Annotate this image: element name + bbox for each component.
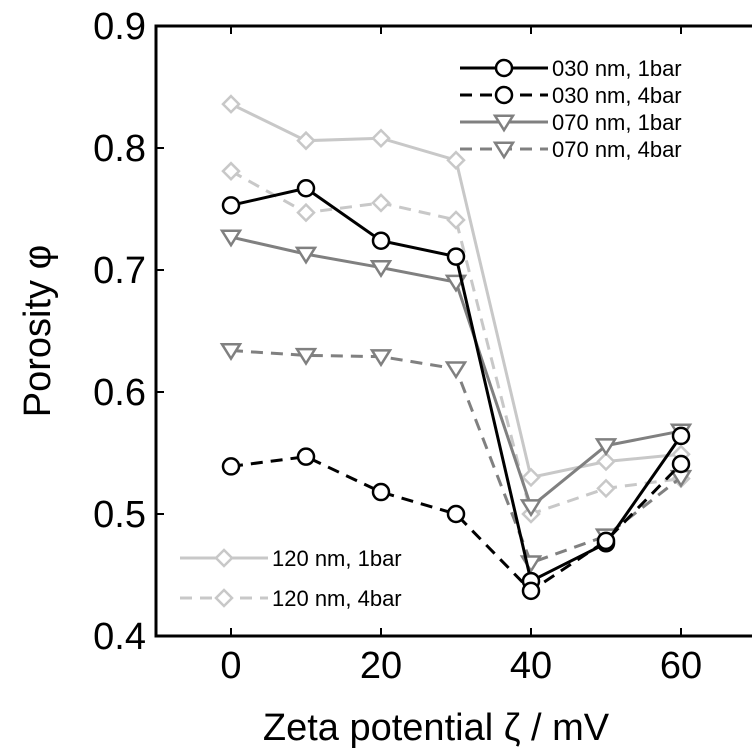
y-tick-label: 0.9 <box>93 6 146 48</box>
legend-entry: 120 nm, 4bar <box>180 586 402 611</box>
data-point <box>371 193 391 213</box>
y-tick-label: 0.6 <box>93 372 146 414</box>
data-point <box>519 499 543 518</box>
data-point <box>296 179 316 198</box>
data-point <box>371 231 391 250</box>
data-point <box>219 342 243 361</box>
legend-swatch-marker <box>492 141 516 160</box>
legend-swatch-marker <box>494 85 514 105</box>
data-point <box>369 260 393 279</box>
legend-swatch-marker <box>214 548 234 568</box>
data-point <box>446 504 466 524</box>
data-point <box>446 210 466 230</box>
legend-swatch-marker <box>214 588 234 608</box>
legend-label: 120 nm, 1bar <box>272 546 402 571</box>
series-layer <box>219 94 693 601</box>
plot-frame <box>154 24 752 638</box>
y-tick-label: 0.7 <box>93 250 146 292</box>
tick-layer: 0 20 40 60 0.4 0.5 0.6 0.7 0.8 0.9 <box>93 6 702 687</box>
series-4 <box>221 94 691 488</box>
data-point <box>371 482 391 502</box>
data-point <box>671 426 691 446</box>
data-point <box>521 581 541 601</box>
legend-swatch-marker <box>494 58 514 78</box>
y-axis-label: Porosity φ <box>17 245 59 417</box>
legend-entry: 120 nm, 1bar <box>180 546 402 571</box>
x-tick-label: 20 <box>360 645 402 687</box>
legend-label: 030 nm, 1bar <box>552 56 682 81</box>
data-point <box>221 94 241 114</box>
data-point <box>594 438 618 457</box>
legend-label: 070 nm, 4bar <box>552 137 682 162</box>
legend-label: 070 nm, 1bar <box>552 110 682 135</box>
data-point <box>296 130 316 151</box>
data-point <box>596 478 616 499</box>
x-tick-label: 40 <box>510 645 552 687</box>
x-axis-label: Zeta potential ζ / mV <box>263 707 610 749</box>
legend-entry: 070 nm, 4bar <box>460 137 682 162</box>
legend-entry: 030 nm, 4bar <box>460 83 682 108</box>
data-point <box>296 447 316 466</box>
legend-entry: 070 nm, 1bar <box>460 110 682 135</box>
data-point <box>219 229 243 248</box>
data-point <box>221 457 241 476</box>
y-tick-label: 0.8 <box>93 128 146 170</box>
data-point <box>371 128 391 149</box>
data-point <box>446 247 466 266</box>
series-2 <box>219 229 693 518</box>
legend-entry: 030 nm, 1bar <box>460 56 682 81</box>
data-point <box>221 161 241 181</box>
y-tick-label: 0.4 <box>93 616 146 658</box>
legend-label: 030 nm, 4bar <box>552 83 682 108</box>
y-tick-label: 0.5 <box>93 494 146 536</box>
x-tick-label: 0 <box>220 645 241 687</box>
data-point <box>294 246 318 265</box>
legend-swatch-marker <box>492 114 516 133</box>
data-point <box>596 531 616 551</box>
data-point <box>671 454 691 474</box>
data-point <box>596 451 616 472</box>
data-point <box>446 150 466 170</box>
data-point <box>444 361 468 380</box>
series-1 <box>221 447 691 601</box>
data-point <box>521 467 541 488</box>
data-point <box>221 196 241 215</box>
data-point <box>294 347 318 366</box>
series-5 <box>221 161 691 524</box>
data-point <box>296 202 316 223</box>
data-point <box>369 349 393 368</box>
x-tick-label: 60 <box>660 645 702 687</box>
legend-label: 120 nm, 4bar <box>272 586 402 611</box>
